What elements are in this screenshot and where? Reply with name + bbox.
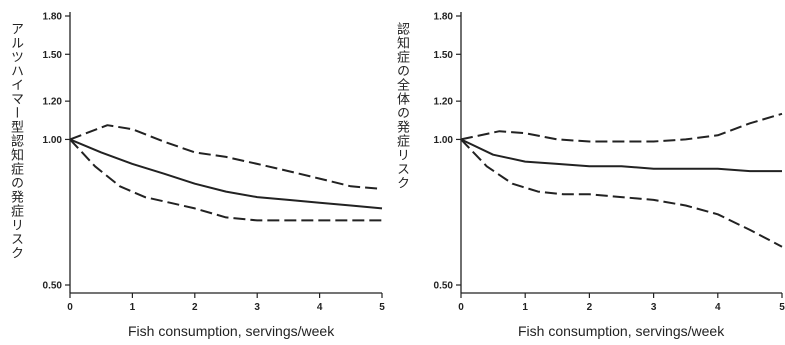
- x-tick-label: 2: [192, 302, 198, 313]
- chart-svg-left: 0.50 1.00 1.20 1.50 1.80 0 1 2 3 4 5: [43, 12, 386, 314]
- x-tick-label: 3: [254, 302, 260, 313]
- y-tick-label: 1.80: [434, 12, 454, 23]
- upper-ci-line: [69, 124, 383, 190]
- x-tick-label: 5: [379, 302, 385, 313]
- y-tick-label: 0.50: [434, 281, 454, 292]
- chart-panel-right: 認知症の全体の発症リスク 0.50 1.00 1.20 1.50 1.80 0 1 2 3 4 5 …: [392, 0, 785, 345]
- y-tick-label: 1.00: [43, 135, 63, 146]
- y-tick-label: 0.50: [43, 281, 63, 292]
- y-tick-label: 1.80: [43, 12, 63, 23]
- x-tick-label: 1: [522, 302, 528, 313]
- y-axis-label: アルツハイマー型認知症の発症リスク: [8, 22, 23, 260]
- x-axis-label: Fish consumption, servings/week: [518, 323, 725, 339]
- lower-ci-line: [460, 138, 783, 248]
- x-axis-label: Fish consumption, servings/week: [128, 323, 335, 339]
- y-tick-label: 1.20: [434, 97, 454, 108]
- estimate-line: [460, 138, 782, 173]
- x-tick-label: 0: [458, 302, 464, 313]
- x-tick-label: 5: [779, 302, 785, 313]
- estimate-line: [69, 138, 383, 210]
- chart-svg-right: 0.50 1.00 1.20 1.50 1.80 0 1 2 3 4 5: [434, 12, 785, 314]
- chart-panel-left: アルツハイマー型認知症の発症リスク 0.50 1.00 1.20 1.50 1.80 0 1…: [0, 0, 392, 345]
- upper-ci-line: [460, 112, 783, 143]
- y-tick-label: 1.20: [43, 97, 63, 108]
- x-tick-label: 4: [715, 302, 721, 313]
- lower-ci-line: [69, 138, 382, 222]
- y-tick-label: 1.50: [434, 50, 454, 61]
- x-tick-label: 1: [130, 302, 136, 313]
- x-tick-label: 2: [587, 302, 593, 313]
- x-tick-label: 0: [67, 302, 73, 313]
- x-tick-label: 3: [651, 302, 657, 313]
- y-tick-label: 1.00: [434, 135, 454, 146]
- y-axis-label: 認知症の全体の発症リスク: [394, 22, 409, 190]
- x-tick-label: 4: [317, 302, 323, 313]
- y-tick-label: 1.50: [43, 50, 63, 61]
